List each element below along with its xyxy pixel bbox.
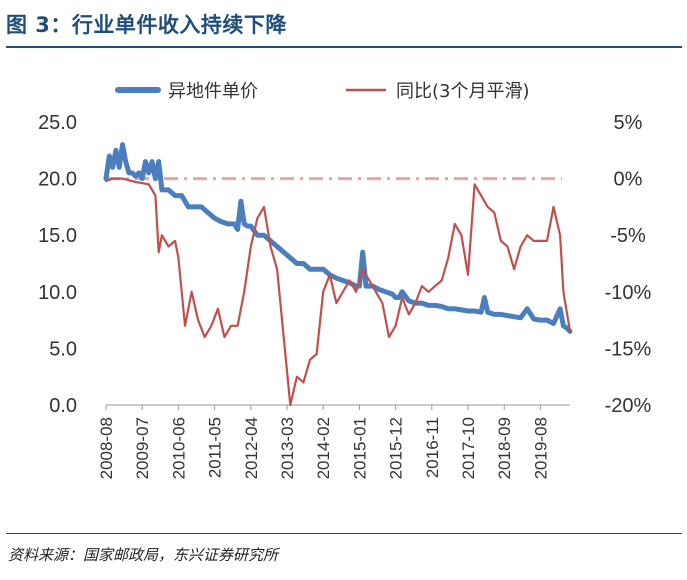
left-tick-label: 25.0 — [38, 112, 77, 134]
source-rule — [6, 533, 682, 534]
x-tick-label: 2015-12 — [387, 417, 406, 479]
x-tick-label: 2011-05 — [206, 417, 225, 478]
axes: 0.0 5.0 10.0 15.0 20.0 25.0 -20% -15% -10% -5% 0% 5… — [38, 112, 651, 479]
right-tick-label: -10% — [605, 282, 652, 304]
left-tick-label: 20.0 — [38, 169, 77, 191]
series-line-yoy — [104, 177, 572, 407]
right-tick-label: -20% — [605, 395, 652, 417]
right-tick-label: 5% — [614, 112, 643, 134]
left-tick-label: 10.0 — [38, 282, 77, 304]
x-tick-label: 2017-10 — [459, 417, 478, 479]
x-tick-label: 2008-08 — [97, 417, 116, 479]
title-rule — [6, 46, 682, 48]
series-lines — [103, 142, 573, 407]
left-tick-label: 15.0 — [38, 225, 77, 247]
right-tick-label: -15% — [605, 338, 652, 360]
x-tick-label: 2013-03 — [278, 417, 297, 479]
x-tick-label: 2019-08 — [531, 417, 550, 479]
legend-label-price: 异地件单价 — [168, 81, 258, 102]
left-tick-label: 0.0 — [49, 395, 77, 417]
series-line-price — [103, 142, 573, 334]
x-tick-label: 2012-04 — [242, 417, 261, 479]
x-tick-label: 2010-06 — [169, 417, 188, 479]
x-tick-label: 2009-07 — [133, 417, 152, 479]
x-tick-label: 2014-02 — [314, 417, 333, 479]
x-tick-label: 2015-01 — [350, 417, 369, 479]
line-chart: 异地件单价 同比(3个月平滑) 0.0 5.0 10.0 15.0 20.0 25.0 -2… — [38, 81, 651, 479]
right-tick-label: -5% — [610, 225, 646, 247]
legend-label-yoy: 同比(3个月平滑) — [396, 81, 530, 102]
left-tick-label: 5.0 — [49, 338, 77, 360]
source-note: 资料来源：国家邮政局，东兴证券研究所 — [8, 546, 279, 564]
figure-title: 图 3：行业单件收入持续下降 — [6, 13, 287, 37]
x-tick-label: 2018-09 — [495, 417, 514, 479]
x-tick-label: 2016-11 — [423, 417, 442, 478]
right-tick-label: 0% — [614, 169, 643, 191]
legend: 异地件单价 同比(3个月平滑) — [115, 81, 530, 102]
